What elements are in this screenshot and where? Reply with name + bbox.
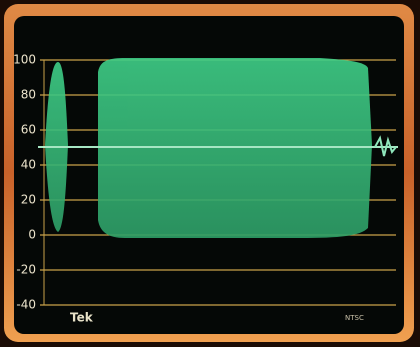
y-tick-label: 40	[21, 158, 36, 172]
page: 100806040200-20-40 Tek NTSC (() => { con…	[0, 0, 420, 347]
y-tick-label: 100	[13, 53, 36, 67]
y-tick-label: -40	[16, 298, 36, 312]
y-tick-label: 60	[21, 123, 36, 137]
mode-label: NTSC	[345, 314, 364, 322]
y-tick-label: 20	[21, 193, 36, 207]
y-tick-label: 0	[28, 228, 36, 242]
brand: Tek	[70, 311, 94, 325]
y-tick-label: 80	[21, 88, 36, 102]
y-tick-label: -20	[16, 263, 36, 277]
monitor: 100 80 60 40 20 0 -20 -40 Tek NTSC	[0, 0, 420, 347]
